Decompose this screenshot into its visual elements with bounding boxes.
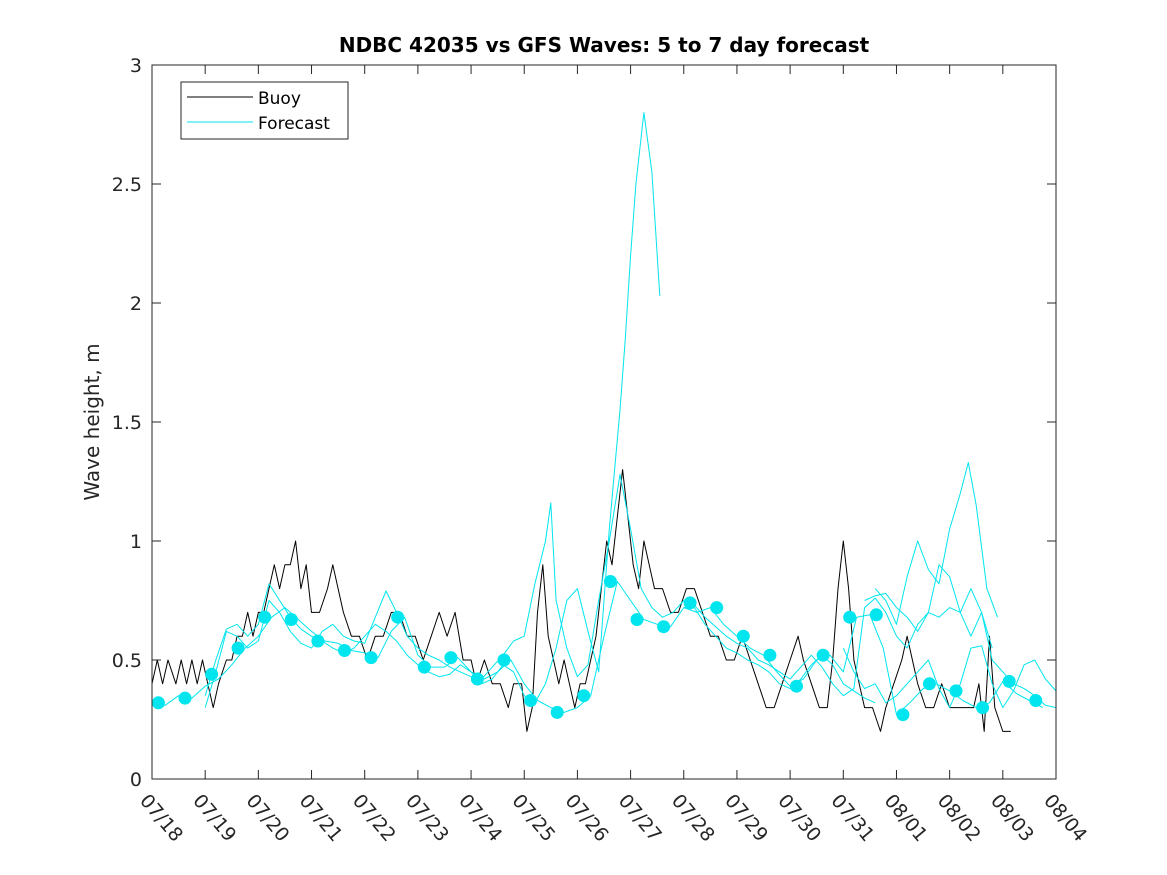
x-tick-label: 07/31 <box>826 790 878 846</box>
forecast-marker-32 <box>1002 674 1016 688</box>
forecast-marker-21 <box>710 601 724 615</box>
x-tick-label: 07/19 <box>188 790 240 846</box>
forecast-marker-12 <box>470 672 484 686</box>
y-tick-label: 1 <box>130 531 142 553</box>
y-tick-label: 0.5 <box>112 650 142 672</box>
x-tick-label: 07/18 <box>135 790 187 846</box>
forecast-marker-30 <box>949 684 963 698</box>
chart-title: NDBC 42035 vs GFS Waves: 5 to 7 day fore… <box>339 33 870 57</box>
forecast-marker-19 <box>657 620 671 634</box>
forecast-marker-3 <box>231 641 245 655</box>
plot-area <box>152 65 1056 779</box>
y-tick-label: 2.5 <box>112 174 142 196</box>
x-tick-label: 07/23 <box>401 790 453 846</box>
forecast-marker-9 <box>391 610 405 624</box>
forecast-marker-4 <box>258 610 272 624</box>
x-tick-label: 07/22 <box>348 790 400 846</box>
forecast-series-line-4 <box>683 588 1056 709</box>
forecast-marker-27 <box>869 608 883 622</box>
x-tick-label: 08/02 <box>933 790 985 846</box>
y-axis-label: Wave height, m <box>80 343 104 500</box>
legend-box <box>180 81 349 140</box>
forecast-marker-18 <box>630 613 644 626</box>
forecast-marker-13 <box>497 653 511 667</box>
forecast-marker-33 <box>1029 694 1043 707</box>
x-tick-label: 08/03 <box>986 790 1038 846</box>
buoy-series-line <box>152 469 1011 732</box>
forecast-marker-29 <box>922 677 936 691</box>
forecast-marker-10 <box>417 660 431 674</box>
y-tick-label: 1.5 <box>112 412 142 434</box>
marker-layer <box>151 575 1043 722</box>
forecast-series-line-3 <box>204 112 661 704</box>
legend: Buoy Forecast <box>180 81 349 140</box>
x-tick-label: 07/27 <box>614 790 666 846</box>
forecast-marker-15 <box>550 705 564 719</box>
y-tick-label: 2 <box>130 293 142 315</box>
forecast-series-line-7 <box>864 564 993 649</box>
x-tick-label: 07/26 <box>561 790 613 846</box>
forecast-marker-5 <box>284 613 298 626</box>
forecast-marker-31 <box>976 701 990 715</box>
forecast-marker-17 <box>603 575 617 588</box>
forecast-marker-1 <box>178 691 192 705</box>
forecast-marker-8 <box>364 651 378 665</box>
forecast-marker-2 <box>205 667 219 681</box>
y-axis: 0 0.5 1 1.5 2 2.5 3 <box>112 55 1056 791</box>
forecast-series-line-6 <box>874 462 998 625</box>
forecast-marker-0 <box>151 696 165 710</box>
x-tick-label: 07/28 <box>667 790 719 846</box>
x-tick-label: 07/29 <box>720 790 772 846</box>
forecast-marker-7 <box>338 644 351 657</box>
forecast-marker-23 <box>763 648 777 662</box>
forecast-marker-28 <box>896 708 910 722</box>
legend-buoy-label: Buoy <box>258 89 301 109</box>
y-tick-label: 0 <box>130 769 142 791</box>
forecast-marker-6 <box>311 634 325 648</box>
forecast-marker-16 <box>577 689 591 703</box>
forecast-marker-25 <box>816 648 830 662</box>
forecast-marker-22 <box>736 629 750 643</box>
x-tick-label: 07/25 <box>507 790 559 846</box>
forecast-marker-11 <box>444 651 458 665</box>
x-tick-label: 08/01 <box>880 790 932 846</box>
forecast-marker-14 <box>524 694 538 707</box>
forecast-marker-20 <box>683 596 697 610</box>
x-tick-label: 08/04 <box>1039 790 1091 846</box>
forecast-marker-24 <box>790 679 803 693</box>
x-tick-label: 07/30 <box>773 790 825 846</box>
x-tick-label: 07/20 <box>242 790 294 846</box>
legend-forecast-label: Forecast <box>258 114 330 134</box>
x-tick-label: 07/24 <box>454 790 506 846</box>
forecast-marker-26 <box>843 610 857 624</box>
y-tick-label: 3 <box>130 55 142 77</box>
x-tick-label: 07/21 <box>295 790 347 846</box>
forecast-series-line-5 <box>842 645 1056 709</box>
